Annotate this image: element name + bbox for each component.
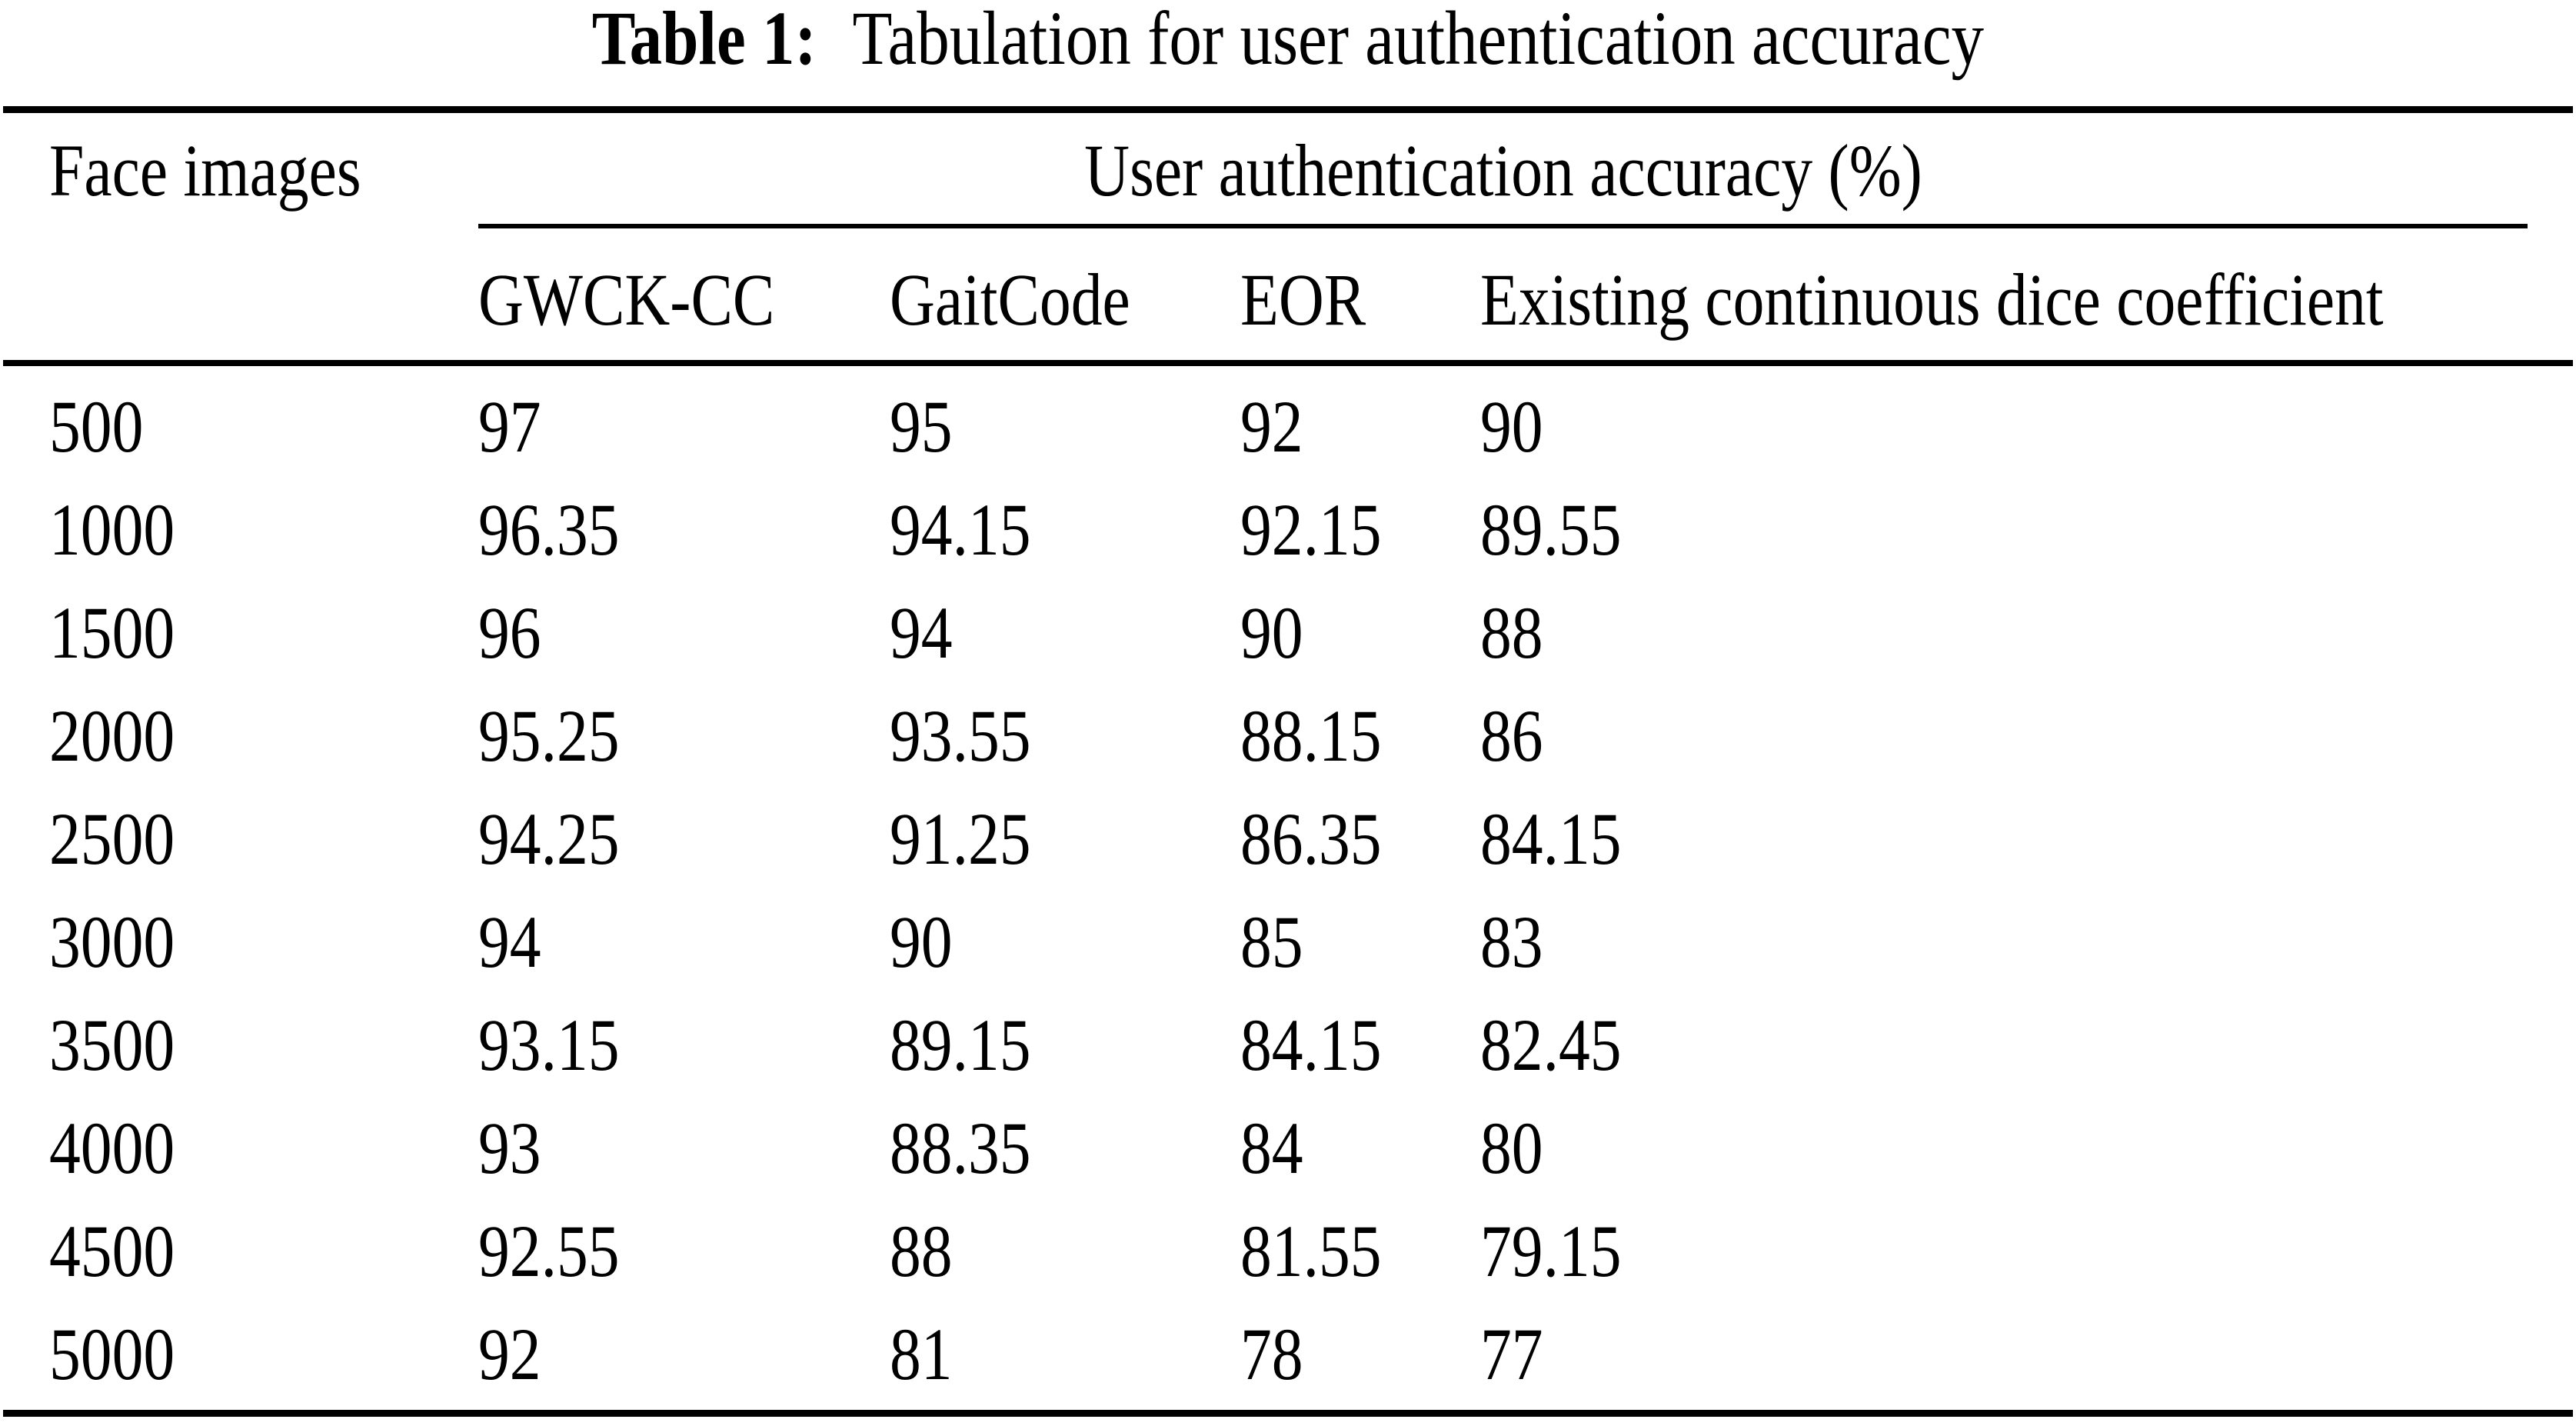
col-header-gwck-cc: GWCK-CC bbox=[478, 258, 775, 341]
row-face-images: 500 bbox=[49, 385, 144, 468]
cell-eor: 92 bbox=[1240, 385, 1303, 468]
cell-gwck-cc: 93.15 bbox=[478, 1004, 620, 1086]
cell-existing: 83 bbox=[1480, 901, 1543, 983]
cell-gwck-cc: 94 bbox=[478, 901, 541, 983]
col-header-gaitcode: GaitCode bbox=[890, 258, 1130, 341]
cell-gaitcode: 89.15 bbox=[890, 1004, 1031, 1086]
cell-gwck-cc: 96 bbox=[478, 591, 541, 674]
row-face-images: 3500 bbox=[49, 1004, 175, 1086]
table-row: 1000 96.35 94.15 92.15 89.55 bbox=[0, 491, 2576, 568]
cell-eor: 88.15 bbox=[1240, 695, 1382, 777]
table-row: 3500 93.15 89.15 84.15 82.45 bbox=[0, 1007, 2576, 1084]
table-row: 5000 92 81 78 77 bbox=[0, 1316, 2576, 1393]
table-caption-inner: Table 1: Tabulation for user authenticati… bbox=[592, 0, 1984, 80]
row-face-images: 2500 bbox=[49, 798, 175, 880]
row-face-images: 4500 bbox=[49, 1210, 175, 1292]
corner-header-face-images: Face images bbox=[49, 129, 361, 212]
cell-gaitcode: 94 bbox=[890, 591, 953, 674]
table-caption-label: Table 1: bbox=[591, 0, 817, 81]
cell-existing: 88 bbox=[1480, 591, 1543, 674]
group-header-user-auth-accuracy: User authentication accuracy (%) bbox=[1083, 129, 1922, 212]
cell-gaitcode: 94.15 bbox=[890, 488, 1031, 571]
cell-eor: 78 bbox=[1240, 1313, 1303, 1395]
table-row: 4000 93 88.35 84 80 bbox=[0, 1110, 2576, 1187]
cell-gwck-cc: 97 bbox=[478, 385, 541, 468]
cell-existing: 84.15 bbox=[1480, 798, 1622, 880]
row-face-images: 2000 bbox=[49, 695, 175, 777]
header-body-rule bbox=[3, 360, 2573, 366]
table-row: 2500 94.25 91.25 86.35 84.15 bbox=[0, 801, 2576, 878]
cell-gaitcode: 81 bbox=[890, 1313, 953, 1395]
row-face-images: 1000 bbox=[49, 488, 175, 571]
table-row: 1500 96 94 90 88 bbox=[0, 595, 2576, 671]
table-row: 2000 95.25 93.55 88.15 86 bbox=[0, 698, 2576, 775]
cell-gaitcode: 91.25 bbox=[890, 798, 1031, 880]
table-caption: Table 1: Tabulation for user authenticati… bbox=[0, 0, 2576, 80]
cell-existing: 89.55 bbox=[1480, 488, 1622, 571]
table-row: 4500 92.55 88 81.55 79.15 bbox=[0, 1213, 2576, 1290]
cell-eor: 81.55 bbox=[1240, 1210, 1382, 1292]
cell-gwck-cc: 93 bbox=[478, 1107, 541, 1189]
row-face-images: 1500 bbox=[49, 591, 175, 674]
cell-gaitcode: 88 bbox=[890, 1210, 953, 1292]
cell-gwck-cc: 96.35 bbox=[478, 488, 620, 571]
row-face-images: 5000 bbox=[49, 1313, 175, 1395]
cell-eor: 86.35 bbox=[1240, 798, 1382, 880]
cell-existing: 79.15 bbox=[1480, 1210, 1622, 1292]
col-header-existing-continuous-dice-coefficient: Existing continuous dice coefficient bbox=[1480, 258, 2384, 341]
table-top-rule bbox=[3, 106, 2573, 113]
cell-gwck-cc: 92 bbox=[478, 1313, 541, 1395]
table-caption-text: Tabulation for user authentication accur… bbox=[852, 0, 1985, 81]
cell-existing: 86 bbox=[1480, 695, 1543, 777]
cell-gwck-cc: 94.25 bbox=[478, 798, 620, 880]
cell-gaitcode: 93.55 bbox=[890, 695, 1031, 777]
cell-gaitcode: 88.35 bbox=[890, 1107, 1031, 1189]
method-header-row: GWCK-CC GaitCode EOR Existing continuous… bbox=[0, 262, 2576, 338]
cell-existing: 80 bbox=[1480, 1107, 1543, 1189]
cell-gaitcode: 90 bbox=[890, 901, 953, 983]
cell-eor: 85 bbox=[1240, 901, 1303, 983]
group-header-wrap: User authentication accuracy (%) bbox=[478, 132, 2528, 209]
cell-gwck-cc: 92.55 bbox=[478, 1210, 620, 1292]
cell-gaitcode: 95 bbox=[890, 385, 953, 468]
cell-gwck-cc: 95.25 bbox=[478, 695, 620, 777]
table-row: 3000 94 90 85 83 bbox=[0, 904, 2576, 981]
cell-existing: 77 bbox=[1480, 1313, 1543, 1395]
cell-eor: 84.15 bbox=[1240, 1004, 1382, 1086]
group-header-rule bbox=[478, 224, 2528, 228]
cell-eor: 84 bbox=[1240, 1107, 1303, 1189]
cell-existing: 90 bbox=[1480, 385, 1543, 468]
table-row: 500 97 95 92 90 bbox=[0, 388, 2576, 465]
cell-eor: 90 bbox=[1240, 591, 1303, 674]
row-face-images: 4000 bbox=[49, 1107, 175, 1189]
table-bottom-rule bbox=[3, 1410, 2573, 1417]
col-header-eor: EOR bbox=[1240, 258, 1366, 341]
cell-eor: 92.15 bbox=[1240, 488, 1382, 571]
cell-existing: 82.45 bbox=[1480, 1004, 1622, 1086]
row-face-images: 3000 bbox=[49, 901, 175, 983]
